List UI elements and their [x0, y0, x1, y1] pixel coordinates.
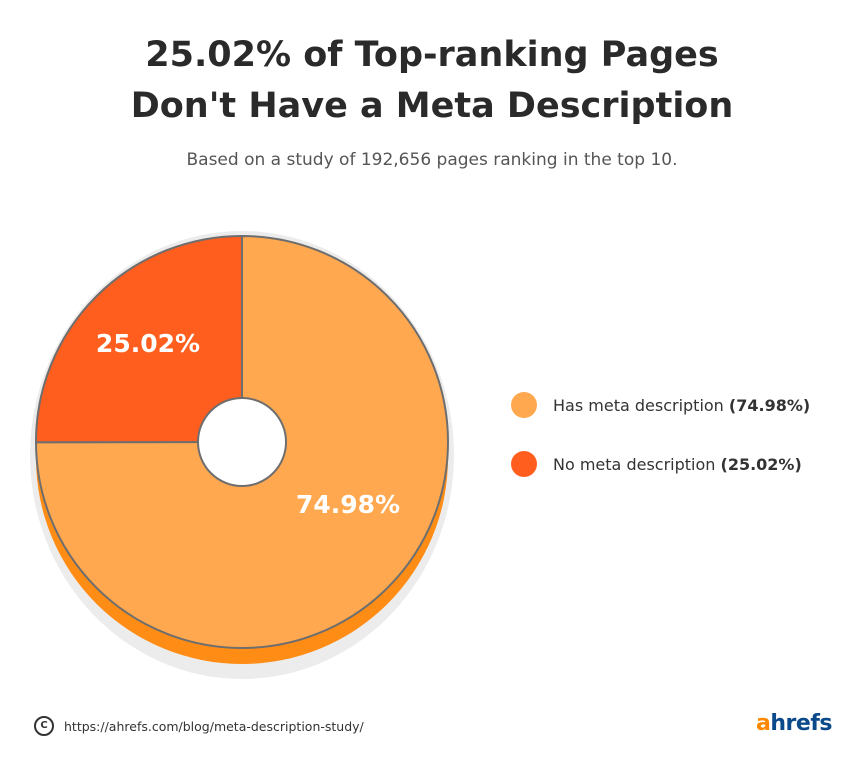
- source-url-link[interactable]: https://ahrefs.com/blog/meta-description…: [64, 718, 364, 734]
- pie-center-hole: [197, 397, 287, 487]
- legend-value-has-meta: (74.98%): [728, 395, 811, 415]
- pie-slice-no-meta: [35, 235, 243, 444]
- ahrefs-logo: ahrefs: [756, 711, 832, 736]
- chart-subtitle: Based on a study of 192,656 pages rankin…: [186, 150, 678, 170]
- slice-label-no-meta: 25.02%: [96, 329, 200, 358]
- footer-source: C https://ahrefs.com/blog/meta-descripti…: [34, 716, 364, 736]
- legend-value-no-meta: (25.02%): [720, 454, 802, 474]
- legend-label-has-meta: Has meta description: [553, 395, 724, 415]
- legend-dot-no-meta: [511, 451, 537, 477]
- pie-slice-has-meta: [35, 235, 449, 649]
- copyright-icon: C: [34, 716, 54, 736]
- slice-label-has-meta: 74.98%: [296, 490, 400, 519]
- logo-letters-rest: hrefs: [770, 711, 832, 736]
- chart-legend: Has meta description (74.98%) No meta de…: [511, 390, 810, 508]
- logo-letter-a: a: [756, 711, 771, 736]
- legend-label-no-meta: No meta description: [553, 454, 716, 474]
- legend-dot-has-meta: [511, 392, 537, 418]
- pie-top-group: [35, 235, 449, 649]
- legend-item-no-meta: No meta description (25.02%): [511, 449, 810, 479]
- title-line-2: Don't Have a Meta Description: [130, 86, 734, 126]
- title-line-1: 25.02% of Top-ranking Pages: [145, 35, 719, 75]
- pie-chart: 25.02% 74.98%: [30, 231, 454, 679]
- legend-item-has-meta: Has meta description (74.98%): [511, 390, 810, 420]
- chart-title: 25.02% of Top-ranking Pages Don't Have a…: [0, 30, 864, 132]
